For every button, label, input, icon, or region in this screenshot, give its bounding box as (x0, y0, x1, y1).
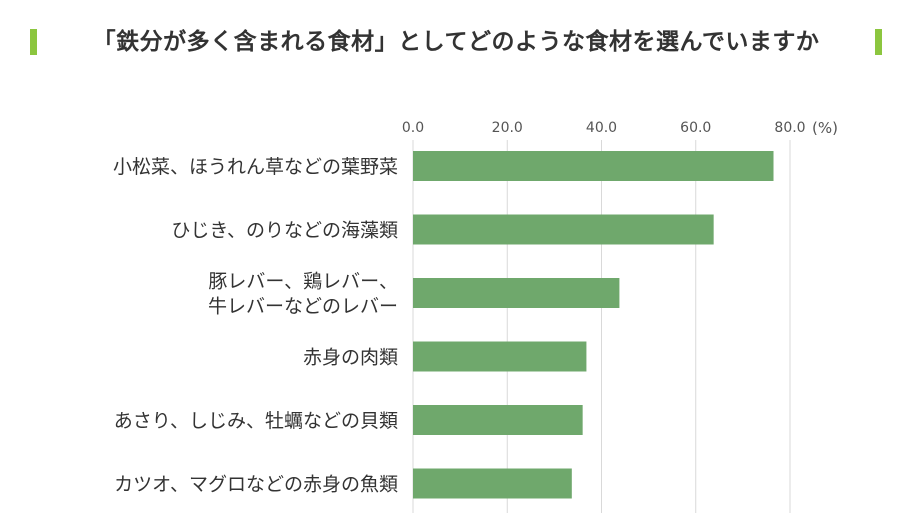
chart-title: 「鉄分が多く含まれる食材」としてどのような食材を選んでいますか (92, 29, 820, 55)
category-label-1: ひじき、のりなどの海藻類 (171, 220, 398, 242)
axis-unit-label: (%) (812, 119, 838, 137)
bar-2 (413, 278, 620, 308)
x-tick-label-4: 80.0 (774, 120, 805, 136)
bar-0 (413, 151, 774, 181)
x-tick-label-1: 20.0 (492, 120, 523, 136)
category-label-0: 小松菜、ほうれん草などの葉野菜 (113, 156, 398, 178)
x-tick-label-2: 40.0 (586, 120, 617, 136)
category-label-2: 豚レバー、鶏レバー、牛レバーなどのレバー (208, 271, 398, 318)
category-label-4: あさり、しじみ、牡蠣などの貝類 (114, 410, 398, 432)
title-accent-left (30, 29, 37, 55)
bar-4 (413, 405, 583, 435)
bar-1 (413, 214, 714, 245)
bar-5 (413, 468, 572, 499)
chart-title-bar: 「鉄分が多く含まれる食材」としてどのような食材を選んでいますか (30, 25, 882, 59)
bar-3 (413, 341, 587, 372)
title-accent-right (875, 29, 882, 55)
category-label-3: 赤身の肉類 (303, 347, 398, 369)
x-tick-label-3: 60.0 (680, 120, 711, 136)
category-label-5: カツオ、マグロなどの赤身の魚類 (114, 474, 398, 496)
x-tick-label-0: 0.0 (402, 120, 424, 136)
